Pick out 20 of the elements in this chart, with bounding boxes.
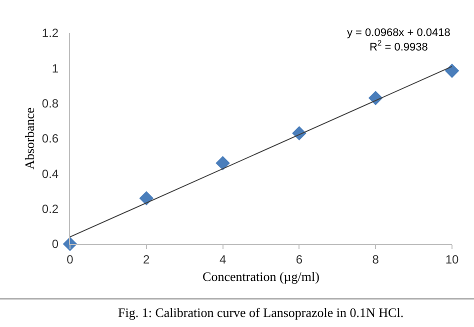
y-tick-label: 0.6 (42, 132, 59, 146)
point (139, 191, 154, 206)
annotation: y = 0.0968x + 0.0418 R$^{2}$ = 0.9938 (347, 27, 450, 54)
x-tick-label: 4 (219, 252, 226, 266)
y-tick-label: 0.4 (42, 166, 59, 181)
y-axis-title: Absorbance (22, 107, 37, 170)
x-axis-title: Concentration (µg/ml) (202, 269, 320, 284)
x-tick-label: 0 (66, 252, 74, 266)
x-tick-label: 2 (143, 252, 150, 266)
caption: Fig. 1: Calibration curve of Lansoprazole in 0.1N HCl. (118, 305, 404, 320)
point (216, 156, 230, 170)
y-tick-label: 1 (52, 61, 59, 76)
x-tick-label: 10 (445, 252, 459, 266)
x-tick-label: 8 (372, 252, 380, 266)
x-tick-label: 6 (296, 252, 303, 266)
y-tick-label: 1.2 (42, 26, 59, 40)
y-tick-label: 0 (52, 237, 59, 252)
y-tick-label: 0.2 (42, 202, 59, 216)
point (444, 64, 460, 78)
y-tick-label: 0.8 (42, 96, 59, 111)
